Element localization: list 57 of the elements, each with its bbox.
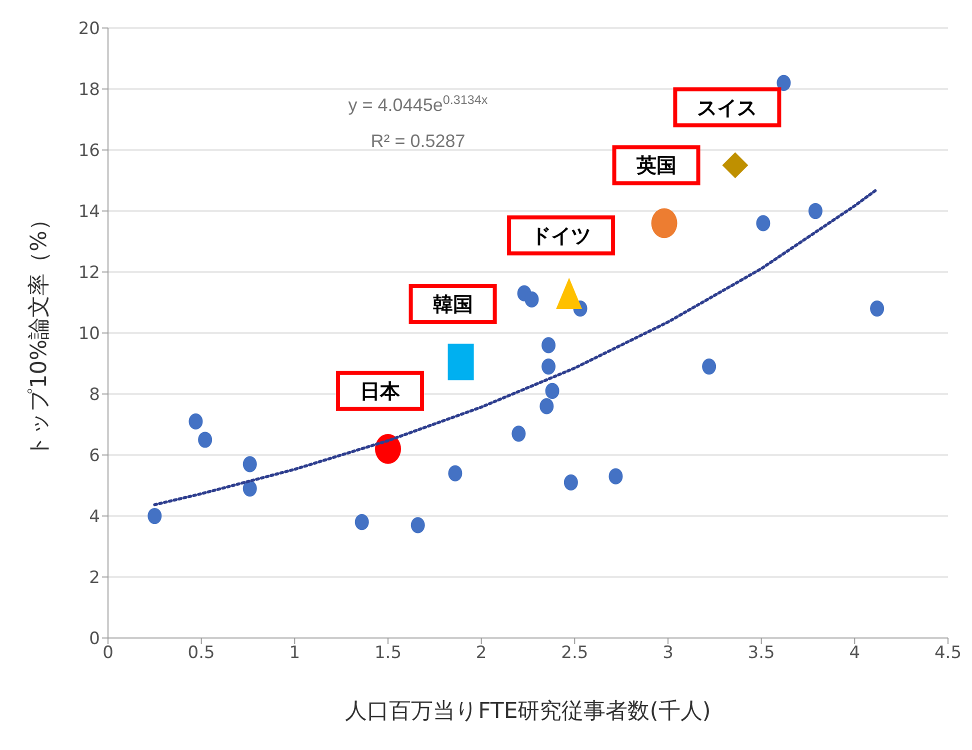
point xyxy=(524,291,539,308)
y-tick-label: 18 xyxy=(78,80,100,100)
point xyxy=(545,382,560,399)
point xyxy=(808,202,822,220)
line-series xyxy=(153,188,879,506)
point xyxy=(702,358,716,375)
point xyxy=(870,300,884,317)
point xyxy=(651,208,678,238)
x-tick-label: 2 xyxy=(476,643,487,664)
y-tick-label: 16 xyxy=(78,141,100,162)
point xyxy=(608,468,623,484)
point xyxy=(242,480,257,497)
point xyxy=(448,344,474,380)
point xyxy=(354,514,369,530)
x-tick-label: 2.5 xyxy=(561,643,588,664)
series-label: ドイツ xyxy=(531,223,592,248)
point xyxy=(512,426,526,442)
x-tick-label: 3.5 xyxy=(748,643,775,664)
y-tick-label: 14 xyxy=(78,202,100,222)
point xyxy=(448,465,462,482)
x-tick-label: 0 xyxy=(102,643,114,664)
y-tick-label: 10 xyxy=(78,324,100,344)
x-tick-label: 1.5 xyxy=(374,643,402,664)
series-label: 韓国 xyxy=(432,292,473,316)
y-tick-label: 6 xyxy=(89,446,100,466)
y-tick-label: 4 xyxy=(89,507,100,528)
point xyxy=(722,152,748,178)
x-axis-title: 人口百万当りFTE研究従事者数(千人) xyxy=(345,699,711,724)
annotation: R² = 0.5287 xyxy=(370,131,466,151)
x-tick-label: 4.5 xyxy=(934,643,962,664)
series-label: スイス xyxy=(697,95,758,120)
point xyxy=(542,358,556,375)
y-tick-label: 8 xyxy=(89,385,100,406)
x-tick-label: 1 xyxy=(289,643,300,664)
x-tick-label: 0.5 xyxy=(188,643,215,664)
x-tick-label: 4 xyxy=(849,643,860,664)
y-tick-label: 0 xyxy=(89,629,100,650)
x-tick-label: 3 xyxy=(662,643,674,664)
point xyxy=(542,337,556,354)
series-label: 英国 xyxy=(635,153,676,178)
point xyxy=(242,456,257,472)
y-tick-label: 2 xyxy=(89,568,100,588)
series-label: 日本 xyxy=(360,378,401,403)
point xyxy=(410,517,425,534)
point xyxy=(375,434,401,464)
y-tick-label: 20 xyxy=(78,19,100,40)
annotation: y = 4.0445e$^{0.3134x}$ xyxy=(348,93,488,115)
point xyxy=(564,474,578,490)
point xyxy=(776,74,791,91)
point xyxy=(556,278,582,309)
point xyxy=(148,508,162,524)
point xyxy=(188,413,203,430)
point xyxy=(198,432,212,448)
y-tick-label: 12 xyxy=(78,263,100,284)
point xyxy=(756,215,770,232)
point xyxy=(540,398,554,414)
y-axis-title: トップ10%論文率（%） xyxy=(26,208,52,458)
